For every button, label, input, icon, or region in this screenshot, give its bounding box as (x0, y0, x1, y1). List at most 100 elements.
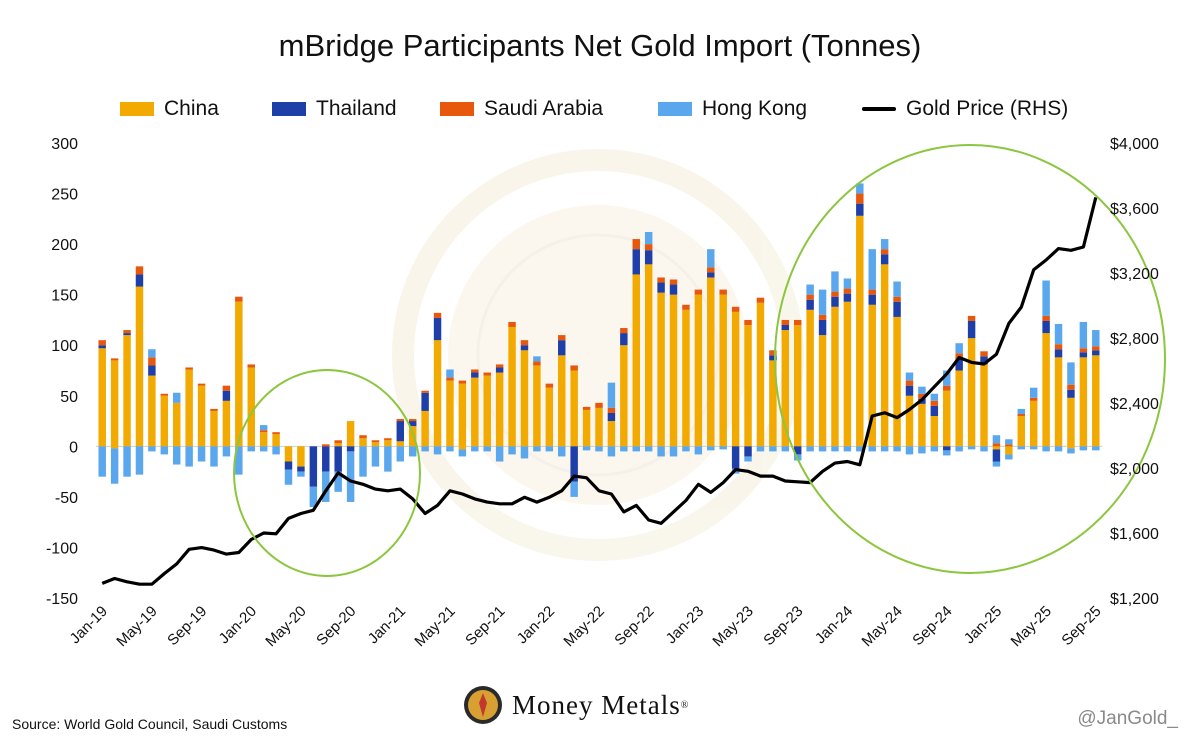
brand-trademark: ® (680, 699, 689, 711)
bar-segment-saudi-arabia (1029, 397, 1038, 401)
x-tick-label: Jan-22 (514, 603, 558, 647)
bar-segment-saudi-arabia (135, 266, 144, 275)
bar-segment-hong-kong (818, 289, 827, 315)
source-note: Source: World Gold Council, Saudi Custom… (12, 716, 288, 732)
bar-segment-china (259, 432, 268, 447)
bar-segment-saudi-arabia (1005, 444, 1013, 447)
x-tick-label: Jan-24 (812, 603, 856, 647)
y2-tick-label: $1,200 (1110, 591, 1159, 608)
chart-plot: -150 -100 -50 0 50 100 150 200 250 300 $1,200 $1,60… (46, 136, 1166, 650)
bar-segment-thailand (1067, 389, 1075, 398)
bar-segment-saudi-arabia (495, 364, 504, 368)
bar-segment-thailand (781, 325, 790, 331)
bar-segment-hong-kong (769, 446, 777, 452)
bar-segment-thailand (1042, 320, 1050, 334)
legend-item-saudi-arabia: Saudi Arabia (440, 94, 603, 124)
bar-segment-china (918, 403, 926, 447)
bar-segment-china (980, 364, 988, 447)
bar-segment-china (148, 375, 156, 447)
bar-segment-china (905, 395, 914, 447)
bar-segment-hong-kong (545, 446, 554, 452)
bar-segment-saudi-arabia (694, 289, 703, 295)
bar-segment-thailand (657, 282, 665, 293)
bar-segment-hong-kong (893, 281, 901, 297)
bar-segment-saudi-arabia (644, 244, 653, 251)
bar-segment-saudi-arabia (396, 419, 405, 422)
bar-segment-hong-kong (707, 446, 715, 451)
bar-segment-china (694, 294, 703, 447)
bar-segment-china (346, 421, 355, 447)
bar-segment-china (1005, 446, 1013, 455)
bar-segment-saudi-arabia (458, 380, 467, 384)
bar-segment-hong-kong (520, 446, 529, 459)
bar-segment-china (173, 402, 181, 447)
bar-segment-hong-kong (843, 446, 852, 452)
bar-segment-hong-kong (558, 446, 566, 457)
bar-segment-saudi-arabia (148, 357, 156, 366)
bar-segment-thailand (843, 293, 852, 302)
x-tick-label: Sep-23 (760, 603, 806, 649)
bar-segment-saudi-arabia (893, 296, 901, 302)
bar-segment-saudi-arabia (1054, 344, 1063, 350)
bar-segment-hong-kong (98, 446, 106, 477)
bar-segment-thailand (222, 390, 231, 401)
bar-segment-hong-kong (930, 393, 939, 401)
bar-segment-hong-kong (1005, 454, 1013, 460)
bar-segment-china (520, 350, 529, 447)
bar-segment-china (396, 441, 405, 447)
bar-segment-thailand (607, 412, 616, 422)
bar-segment-hong-kong (1092, 446, 1100, 451)
bar-segment-china (669, 294, 678, 447)
bar-segment-hong-kong (806, 446, 814, 452)
bar-segment-hong-kong (309, 486, 318, 507)
bar-segment-china (632, 274, 640, 447)
x-tick-label: Jan-23 (663, 603, 707, 647)
bar-segment-china (1029, 400, 1038, 447)
bar-segment-hong-kong (682, 446, 690, 452)
bar-segment-thailand (135, 274, 144, 287)
bar-segment-china (657, 292, 665, 447)
bar-segment-hong-kong (533, 446, 541, 452)
legend-label-saudi-arabia: Saudi Arabia (484, 97, 604, 120)
bar-segment-saudi-arabia (322, 444, 330, 447)
bar-segment-hong-kong (1042, 446, 1050, 452)
gold-price-line (101, 197, 1098, 586)
bar-segment-china (123, 335, 131, 447)
bar-segment-china (967, 338, 976, 447)
bar-segment-china (955, 370, 963, 447)
bar-segment-hong-kong (1029, 387, 1038, 398)
bar-segment-china (595, 407, 603, 447)
bar-segment-saudi-arabia (371, 440, 380, 443)
bar-segment-thailand (433, 317, 442, 341)
bar-segment-hong-kong (1067, 362, 1075, 385)
annotation-circle-2020 (233, 369, 421, 577)
bar-segment-hong-kong (967, 446, 976, 450)
y2-tick-label: $3,600 (1110, 201, 1159, 218)
bar-segment-thailand (297, 466, 305, 472)
y2-tick-label: $2,000 (1110, 461, 1159, 478)
bar-segment-china (558, 355, 566, 447)
bar-segment-hong-kong (831, 446, 839, 452)
bar-segment-china (843, 301, 852, 447)
bar-segment-hong-kong (880, 239, 889, 250)
bar-segment-hong-kong (110, 448, 119, 484)
bar-segment-thailand (955, 358, 963, 371)
bar-segment-saudi-arabia (582, 406, 591, 410)
bar-segment-hong-kong (868, 249, 876, 290)
bar-segment-saudi-arabia (570, 365, 578, 371)
x-tick-label: Sep-21 (462, 603, 508, 649)
annotation-circles (233, 144, 1166, 577)
bar-segment-saudi-arabia (247, 364, 255, 368)
legend-label-gold-price: Gold Price (RHS) (906, 97, 1069, 120)
bar-segment-saudi-arabia (818, 314, 827, 320)
bar-segment-thailand (1079, 352, 1088, 358)
bar-segment-china (458, 383, 467, 447)
bar-segment-hong-kong (421, 446, 429, 452)
bar-segment-china (1079, 357, 1088, 447)
bar-segment-thailand (880, 254, 889, 265)
y-tick-label: 100 (51, 338, 78, 355)
bar-segment-china (930, 416, 939, 447)
bar-segment-china (98, 348, 106, 447)
bar-segment-hong-kong (943, 450, 951, 456)
bar-segment-thailand (806, 299, 814, 310)
